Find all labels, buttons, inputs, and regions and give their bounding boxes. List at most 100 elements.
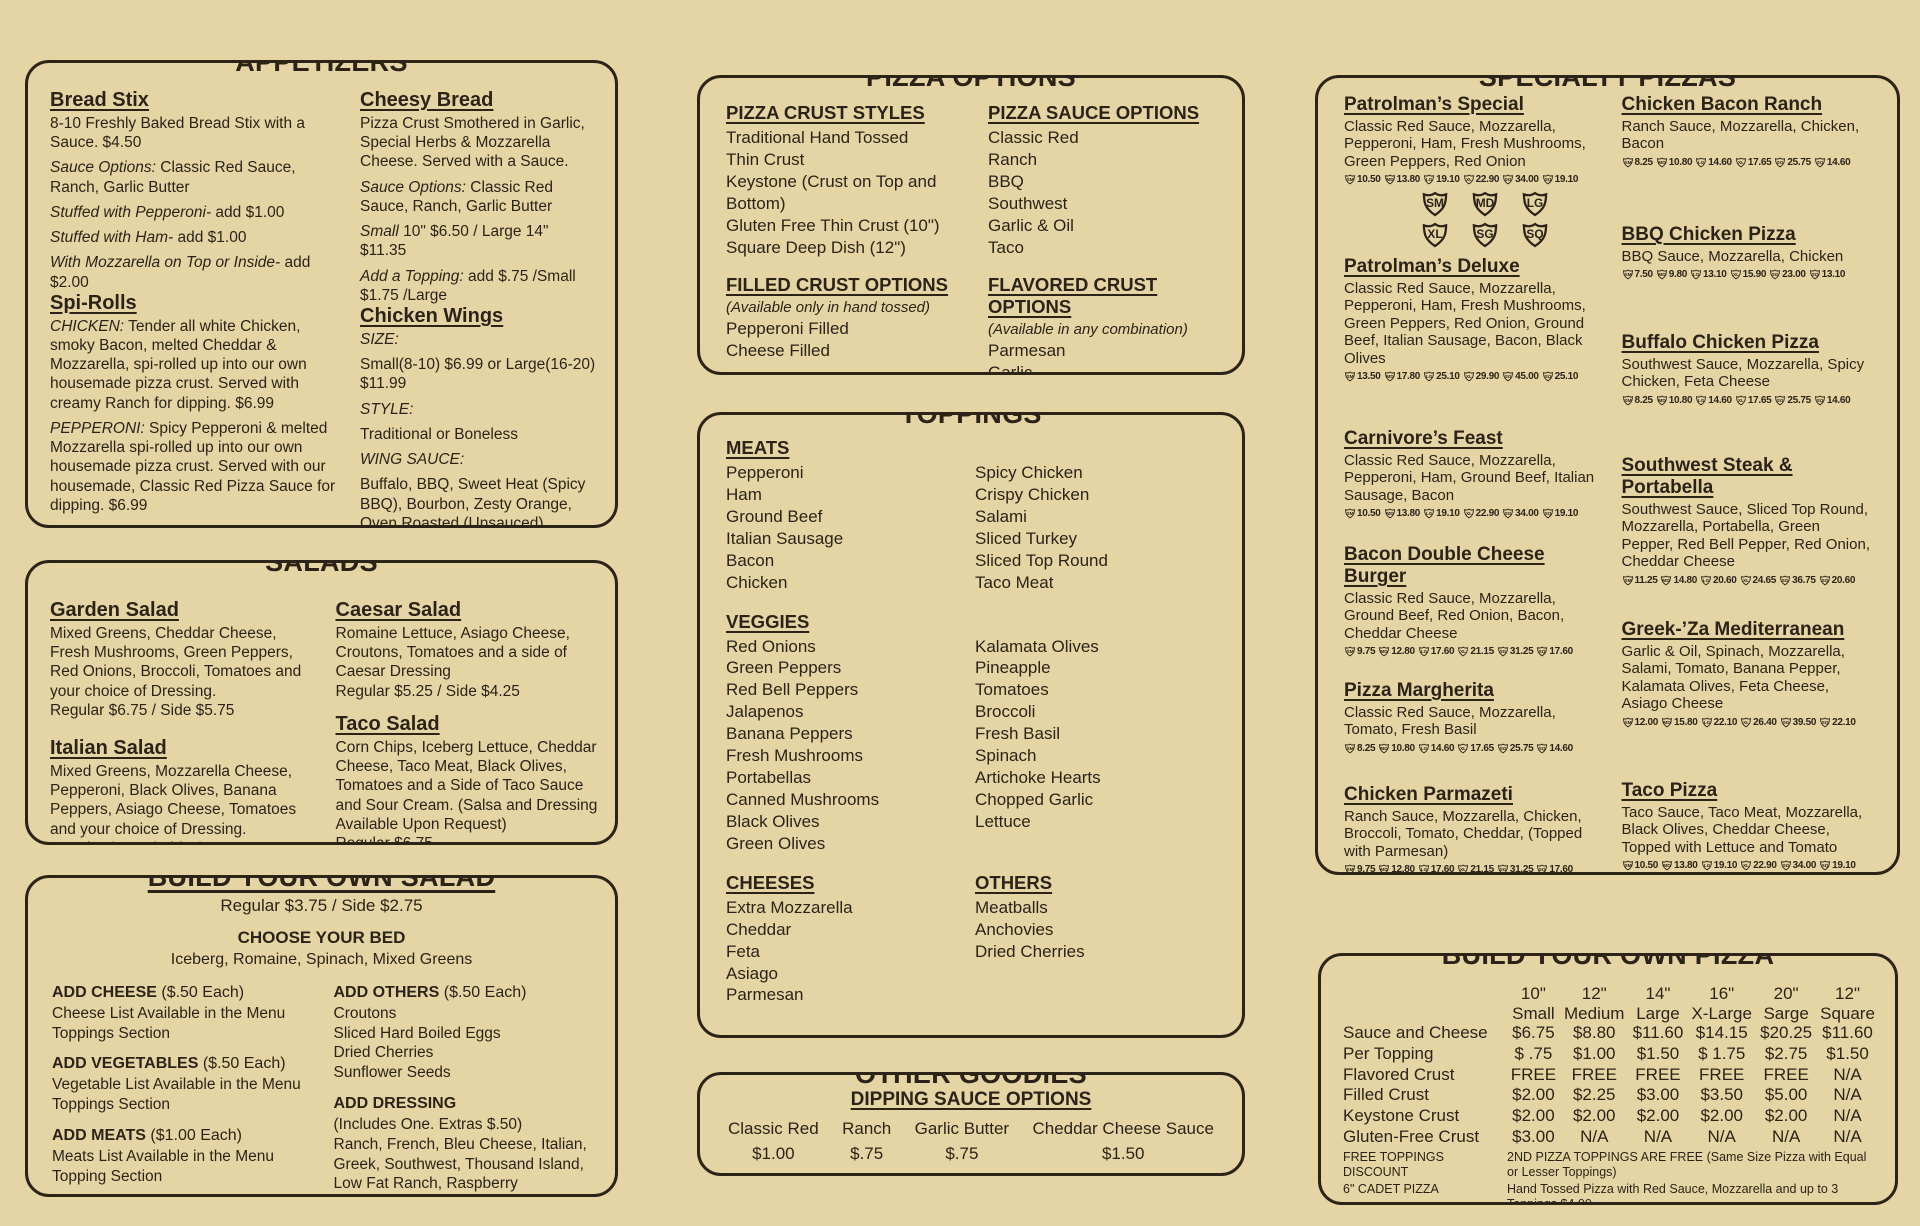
- dipping-sauce-row: Classic Red $1.00 Ranch $.75 Garlic Butt…: [722, 1119, 1220, 1164]
- size-price: SQ 19.10: [1542, 174, 1578, 185]
- size-badge-icon: SQ: [1537, 646, 1548, 657]
- add-on-line: Vegetable List Available in the Menu Top…: [52, 1076, 301, 1114]
- size-badge-icon: MD: [1661, 575, 1672, 585]
- size-badge-icon: LG: [1696, 157, 1707, 168]
- add-on-heading: ADD OTHERS ($.50 Each): [333, 984, 527, 1001]
- svg-text:SQ: SQ: [1822, 719, 1829, 725]
- size-column-header: 20" Sarge: [1763, 984, 1809, 1023]
- pizza-description: Southwest Sauce, Sliced Top Round, Mozza…: [1621, 501, 1871, 571]
- size-badge-icon: SG: [1780, 860, 1791, 871]
- add-on-heading: ADD MEATS ($1.00 Each): [52, 1126, 242, 1144]
- price-cell: $6.75: [1512, 1023, 1555, 1043]
- specialty-right-column: Chicken Bacon Ranch Ranch Sauce, Mozzare…: [1621, 94, 1876, 872]
- add-on-line: Dried Cherries: [333, 1044, 434, 1062]
- pizza-name: Taco Pizza: [1621, 780, 1718, 801]
- price-value: 13.10: [1703, 269, 1727, 281]
- option-item: BBQ: [988, 171, 1024, 191]
- option-item: Garlic: [988, 362, 1033, 375]
- add-on-heading: ADD CHEESE ($.50 Each): [52, 984, 245, 1001]
- price-cell: $14.15: [1695, 1023, 1748, 1043]
- svg-text:MD: MD: [1381, 649, 1389, 655]
- svg-text:SM: SM: [1346, 511, 1353, 517]
- price-cell: FREE: [1571, 1064, 1617, 1084]
- svg-text:MD: MD: [1658, 272, 1666, 278]
- price-value: 17.60: [1549, 646, 1573, 658]
- pizza-description: Garlic & Oil, Spinach, Mozzarella, Salam…: [1621, 643, 1845, 713]
- topping-item: Parmesan: [726, 985, 804, 1005]
- section-specialty-pizzas: SPECIALTY PIZZAS Patrolman’s Special Cla…: [1315, 75, 1900, 875]
- section-title: SALADS: [249, 563, 394, 577]
- price-value: 9.75: [1357, 864, 1376, 875]
- size-price: SM 10.50: [1344, 174, 1381, 185]
- svg-text:SM: SM: [1624, 577, 1631, 583]
- svg-text:SQ: SQ: [1822, 863, 1829, 869]
- menu-item: Garden Salad Mixed Greens, Cheddar Chees…: [50, 599, 314, 737]
- size-price: SQ 22.10: [1819, 717, 1856, 728]
- svg-text:SM: SM: [1346, 746, 1353, 752]
- svg-text:SG: SG: [1505, 374, 1512, 380]
- topping-item: Portabellas: [726, 768, 812, 788]
- price-value: 36.75: [1792, 574, 1816, 586]
- add-on-line: Meats List Available in the Menu Topping…: [52, 1147, 275, 1185]
- pizza-name: Carnivore’s Feast: [1344, 428, 1503, 449]
- byo-salad-columns: ADD CHEESE ($.50 Each) Cheese List Avail…: [52, 983, 591, 1194]
- topping-item: Sliced Top Round: [975, 550, 1108, 570]
- price-cell: $2.75: [1764, 1043, 1808, 1063]
- svg-text:SM: SM: [1346, 867, 1353, 873]
- pizza-name: Patrolman’s Special: [1344, 94, 1524, 115]
- size-badge-icon: XL: [1422, 222, 1448, 248]
- size-price: MD 14.80: [1660, 575, 1697, 586]
- price-value: 19.10: [1436, 174, 1460, 186]
- size-price: SM 8.25: [1344, 743, 1376, 754]
- section-other-goodies: OTHER GOODIES DIPPING SAUCE OPTIONS Clas…: [697, 1072, 1245, 1176]
- menu-item: Italian Salad Mixed Greens, Mozzarella C…: [50, 737, 314, 842]
- row-label: Keystone Crust: [1343, 1106, 1460, 1126]
- size-badge-icon: XL: [1463, 508, 1474, 519]
- option-item: Square Deep Dish (12"): [726, 237, 906, 257]
- add-on-line: Sliced Hard Boiled Eggs: [333, 1024, 501, 1042]
- size-badge-icon: XL: [1740, 575, 1751, 585]
- size-price: SQ 14.60: [1536, 743, 1573, 754]
- dipping-sauce-heading: DIPPING SAUCE OPTIONS: [850, 1089, 1092, 1110]
- size-badge-icon: MD: [1384, 174, 1395, 185]
- price-cell: $8.80: [1572, 1023, 1616, 1043]
- size-badge-icon: SM: [1622, 860, 1633, 871]
- price-value: 34.00: [1515, 508, 1539, 520]
- size-price: SQ 14.60: [1814, 157, 1851, 168]
- svg-text:MD: MD: [1658, 398, 1666, 404]
- svg-text:SQ: SQ: [1539, 867, 1546, 873]
- price-cell: $2.00: [1764, 1106, 1808, 1126]
- size-badge-icon: SM: [1622, 575, 1633, 585]
- topping-item: Pepperoni: [726, 463, 804, 482]
- price-value: 8.25: [1634, 156, 1654, 168]
- menu-item: Cheesy Bread Pizza Crust Smothered in Ga…: [360, 89, 599, 305]
- size-badge-icon: XL: [1735, 395, 1746, 406]
- size-price: XL 22.90: [1740, 860, 1777, 871]
- price-value: 17.80: [1396, 370, 1421, 382]
- price-value: 21.15: [1470, 646, 1494, 658]
- topping-item: Crispy Chicken: [975, 484, 1090, 504]
- price-value: 15.90: [1742, 269, 1767, 281]
- pizza-options-left-column: PIZZA CRUST STYLES Traditional Hand Toss…: [726, 102, 962, 372]
- menu-item: Taco Salad Corn Chips, Iceberg Lettuce, …: [336, 713, 600, 842]
- pizza-item: Carnivore’s Feast Classic Red Sauce, Moz…: [1344, 428, 1598, 544]
- empty-header-cell: [1341, 984, 1507, 1023]
- topping-item: Canned Mushrooms: [726, 789, 880, 809]
- size-badge-icon: XL: [1463, 174, 1474, 185]
- price-cell: $2.00: [1512, 1085, 1555, 1105]
- pizza-item: Pizza Margherita Classic Red Sauce, Mozz…: [1344, 680, 1598, 784]
- size-price: MD 15.80: [1661, 717, 1698, 728]
- pizza-item: Chicken Bacon Ranch Ranch Sauce, Mozzare…: [1622, 94, 1876, 224]
- pizza-description: Taco Sauce, Taco Meat, Mozzarella, Black…: [1621, 804, 1863, 856]
- group-heading: FLAVORED CRUST OPTIONS: [988, 274, 1158, 317]
- size-badge-icon: SM: [1622, 157, 1633, 168]
- size-badge-icon: SM: [1622, 395, 1633, 406]
- pizza-options-right-column: PIZZA SAUCE OPTIONS Classic Red Ranch BB…: [988, 102, 1224, 375]
- menu-item-text: Buffalo, BBQ, Sweet Heat (Spicy BBQ), Bo…: [360, 476, 586, 528]
- size-badge-icon: XL: [1741, 860, 1752, 871]
- price-value: 39.50: [1792, 716, 1817, 728]
- price-value: 9.75: [1357, 646, 1376, 658]
- price-line: SM 10.50 MD 13.80 LG 19.10 XL 22.90 SG 34.00 …: [1622, 860, 1876, 871]
- toppings-body: MEATS Pepperoni Ham Ground Beef Italian Sau…: [700, 415, 1242, 1006]
- price-cell: $11.60: [1822, 1023, 1873, 1043]
